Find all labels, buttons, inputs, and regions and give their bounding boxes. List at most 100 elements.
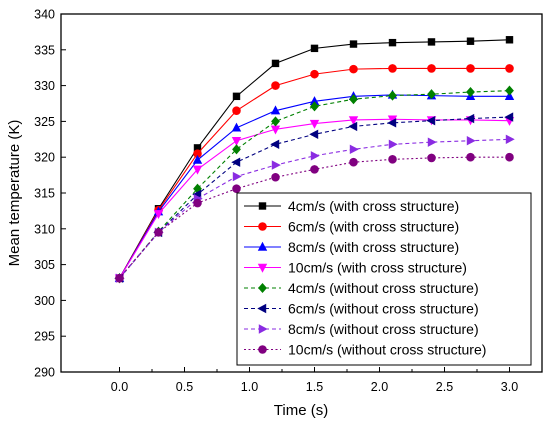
y-tick-label: 320 [34,151,55,165]
data-point-marker [427,137,437,147]
data-point-marker [427,153,436,163]
data-point-marker [257,241,268,251]
data-point-marker [505,85,514,96]
data-point-marker [466,152,475,162]
legend-entry: 6cm/s (with cross structure) [244,219,459,235]
data-point-marker [466,136,476,146]
y-tick-label: 315 [34,187,55,201]
legend-entry: 10cm/s (without cross structure) [244,342,486,358]
data-point-marker [231,157,241,167]
data-point-marker [271,116,280,127]
data-point-marker [348,121,358,132]
data-point-marker [388,90,397,101]
y-tick-label: 295 [34,330,55,344]
data-point-marker [258,222,267,231]
data-point-marker [258,345,267,354]
data-point-marker [258,202,267,210]
data-point-marker [348,116,359,126]
data-point-marker [388,139,398,150]
legend-label: 4cm/s (without cross structure) [288,280,479,296]
data-point-marker [271,59,280,68]
legend: 4cm/s (with cross structure) 6cm/s (with … [236,192,532,366]
y-tick-label: 330 [34,79,55,93]
data-point-marker [310,151,320,161]
data-point-marker [192,154,203,164]
data-point-marker [466,64,475,73]
data-point-marker [349,157,358,167]
data-point-marker [388,64,397,73]
data-point-marker [231,122,242,132]
legend-box [236,192,532,366]
data-point-marker [505,36,514,44]
data-point-marker [466,86,475,98]
series-8 [115,152,514,283]
y-tick-label: 290 [34,366,55,380]
y-tick-label: 300 [34,294,55,308]
legend-label: 8cm/s (without cross structure) [288,321,479,337]
series-line [119,90,510,279]
data-point-marker [153,210,164,220]
x-tick-label: 0.5 [176,380,193,394]
legend-label: 8cm/s (with cross structure) [288,239,459,255]
data-point-marker [232,184,241,194]
data-point-marker [232,92,241,101]
x-tick-label: 3.0 [501,380,518,394]
data-point-marker [388,38,397,47]
legend-entry: 8cm/s (without cross structure) [244,321,479,337]
data-point-marker [310,69,319,79]
data-point-marker [427,38,436,46]
data-point-marker [257,263,268,273]
data-point-marker [310,165,319,174]
data-point-marker [504,91,515,101]
x-axis-title: Time (s) [274,402,328,419]
data-point-marker [349,94,358,105]
series-line [119,138,510,279]
data-point-marker [349,64,358,74]
data-point-marker [388,155,397,164]
data-point-marker [154,228,163,237]
data-point-marker [466,37,475,45]
legend-entry: 4cm/s (without cross structure) [244,280,479,296]
data-point-marker [232,144,241,155]
x-tick-label: 1.5 [306,380,323,394]
legend-label: 6cm/s (with cross structure) [288,219,459,235]
data-point-marker [232,171,242,182]
y-tick-label: 340 [34,8,55,22]
data-point-marker [309,129,319,139]
data-point-marker [387,118,397,128]
legend-label: 10cm/s (without cross structure) [288,342,486,358]
data-point-marker [427,89,436,100]
x-tick-label: 2.5 [436,380,453,394]
data-point-marker [258,324,268,334]
legend-label: 10cm/s (with cross structure) [288,260,467,276]
data-point-marker [193,198,202,208]
data-point-marker [271,81,280,90]
x-tick-label: 0.0 [111,380,128,394]
axis-ticks: 0.0 0.5 1.0 1.5 2.0 2.5 3.0 290 295 300 305 310 315 3… [34,8,518,395]
data-point-marker [192,165,203,175]
data-point-marker [310,44,319,53]
data-point-marker [504,112,514,122]
data-point-marker [271,160,281,170]
data-point-marker [505,64,514,73]
y-axis-title: Mean temperature (K) [6,120,23,267]
data-point-marker [270,139,280,150]
y-tick-label: 325 [34,115,55,129]
data-point-marker [309,119,320,129]
data-point-marker [505,152,514,162]
x-tick-label: 1.0 [241,380,258,394]
data-point-marker [349,144,359,155]
y-tick-label: 335 [34,43,55,57]
data-point-marker [270,105,281,115]
data-point-marker [310,101,319,112]
legend-entry: 6cm/s (without cross structure) [244,301,479,317]
legend-label: 4cm/s (with cross structure) [288,198,459,214]
y-tick-label: 310 [34,222,55,236]
legend-entry: 10cm/s (with cross structure) [244,260,467,276]
legend-entry: 8cm/s (with cross structure) [244,239,459,255]
data-point-marker [258,282,267,294]
data-point-marker [426,115,436,126]
data-point-marker [465,113,475,124]
data-point-marker [427,64,436,73]
